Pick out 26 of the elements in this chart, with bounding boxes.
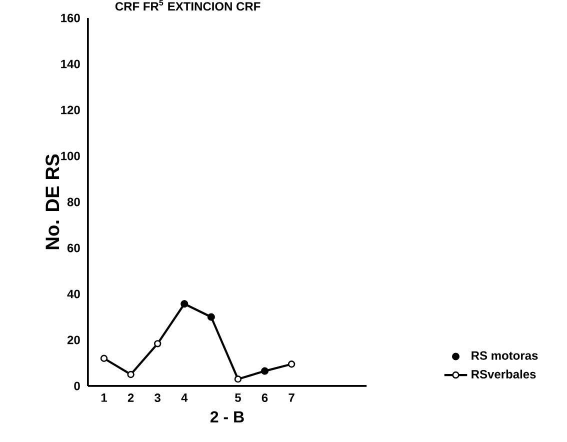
x-tick-label: 5 [235,394,241,402]
point [100,354,108,362]
y-tick-label: 0 [74,382,80,390]
point [288,360,296,368]
y-tick-label: 80 [67,198,80,206]
y-tick-label: 40 [67,290,80,298]
y-tick-label: 140 [61,60,80,68]
point [127,370,134,378]
point [234,375,242,383]
y-axis-title: No. DE RS [46,154,60,250]
point [154,340,162,348]
x-tick-label: 6 [262,394,268,402]
x-tick-label: 1 [101,394,108,402]
x-tick-label: 4 [181,394,188,402]
legend-label: RS motoras [472,351,538,360]
y-tick-label: 120 [61,106,80,114]
y-tick-label: 20 [67,336,80,344]
y-tick-label: 160 [61,14,80,22]
x-tick-label: 2 [128,394,134,402]
x-tick-label: 7 [288,394,294,402]
y-tick-label: 60 [67,244,80,252]
x-axis-title: 2 - B [210,411,244,422]
y-tick-label: 100 [61,152,80,160]
chart-title: CRF FR$^{5}$ EXTINCION CRF [115,0,260,11]
x-tick-label: 3 [154,394,160,402]
legend-label: RSverbales [472,370,536,379]
